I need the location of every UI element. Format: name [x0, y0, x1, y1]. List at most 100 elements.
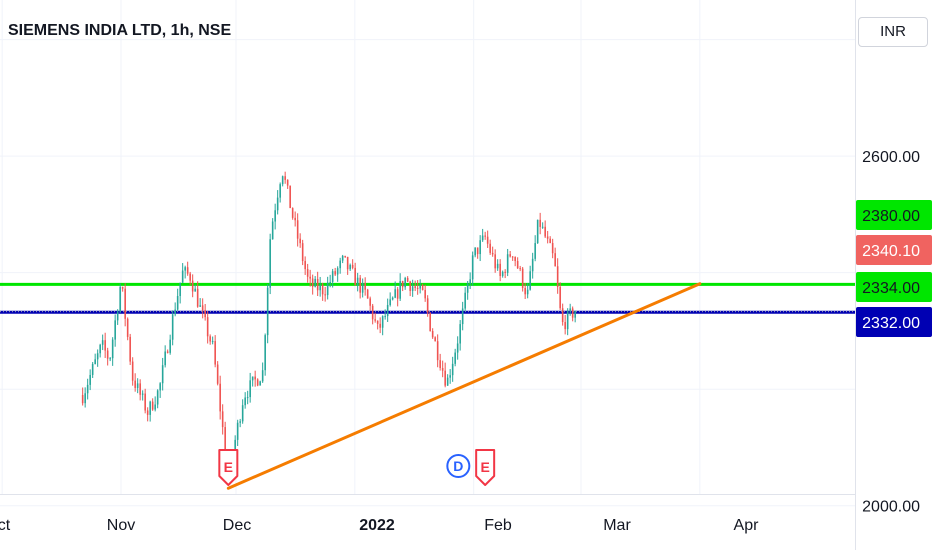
candle-body: [414, 286, 416, 288]
candle-body: [481, 235, 484, 241]
candle-body: [321, 284, 324, 295]
candle-body: [211, 341, 214, 343]
candle-body: [519, 268, 521, 270]
candle-body: [134, 380, 136, 388]
time-tick-label: Mar: [603, 517, 631, 534]
candle-body: [309, 276, 311, 279]
candle-body: [199, 305, 201, 307]
candle-body: [329, 281, 331, 283]
candle-body: [436, 341, 439, 361]
candle-body: [139, 383, 141, 395]
candle-body: [209, 336, 211, 342]
candle-body: [129, 336, 131, 362]
candle-body: [121, 286, 124, 289]
price-tick-label: 2600.00: [862, 149, 920, 166]
candle-body: [439, 360, 441, 369]
candle-body: [459, 324, 461, 344]
candle-body: [546, 236, 549, 239]
candle-body: [286, 179, 289, 186]
candle-body: [244, 397, 246, 406]
candle-body: [456, 343, 459, 353]
time-axis[interactable]: ct Nov Dec 2022 Feb Mar Apr: [0, 517, 759, 534]
price-tag[interactable]: [856, 235, 932, 265]
candle-body: [526, 289, 529, 295]
candle-body: [521, 268, 524, 288]
candle-body: [146, 410, 149, 415]
candle-body: [144, 393, 146, 411]
price-tag[interactable]: [856, 272, 932, 302]
candle-body: [384, 316, 386, 318]
candle-body: [249, 380, 251, 398]
trendline[interactable]: [226, 282, 702, 490]
earnings-marker[interactable]: [475, 449, 496, 486]
candle-body: [109, 358, 111, 360]
candle-body: [264, 335, 266, 371]
candle-body: [411, 286, 414, 291]
candle-body: [171, 314, 174, 340]
candle-body: [194, 288, 196, 292]
candle-body: [331, 271, 334, 282]
candles: [81, 171, 576, 478]
candle-body: [476, 247, 479, 255]
candle-body: [274, 210, 276, 222]
candle-body: [556, 266, 559, 287]
candle-body: [159, 383, 161, 391]
candle-body: [126, 318, 129, 337]
earnings-marker[interactable]: [218, 449, 239, 486]
candle-body: [86, 384, 89, 394]
candle-body: [151, 401, 154, 410]
candle-body: [306, 269, 309, 277]
candle-body: [544, 226, 546, 237]
candle-body: [474, 247, 476, 256]
candle-body: [301, 243, 304, 262]
candle-body: [341, 255, 344, 261]
trendline[interactable]: [226, 282, 702, 490]
candle-body: [114, 320, 116, 340]
candle-body: [541, 226, 544, 228]
price-tag-label: 2332.00: [862, 315, 920, 332]
candle-body: [101, 340, 104, 345]
candle-body: [534, 243, 536, 259]
candle-body: [284, 176, 286, 180]
candle-body: [349, 264, 351, 270]
candle-body: [369, 298, 371, 306]
candle-body: [564, 322, 566, 330]
candle-body: [504, 271, 506, 273]
candle-body: [271, 221, 274, 240]
candle-body: [149, 401, 151, 415]
candle-body: [106, 350, 109, 359]
candle-body: [136, 383, 139, 388]
candle-body: [366, 289, 369, 299]
candle-body: [506, 254, 509, 273]
price-tag[interactable]: [856, 307, 932, 337]
candle-body: [104, 340, 106, 351]
candle-body: [566, 310, 569, 330]
candle-body: [99, 344, 101, 354]
candle-body: [219, 383, 221, 412]
price-axis[interactable]: 2000.002600.002800.002380.002340.102334.…: [856, 33, 932, 516]
candle-body: [446, 377, 449, 386]
candle-body: [111, 339, 114, 359]
candle-body: [201, 305, 204, 311]
price-tag[interactable]: [856, 200, 932, 230]
currency-button[interactable]: INR: [858, 17, 928, 47]
candle-body: [224, 427, 226, 456]
candle-body: [241, 405, 244, 422]
candle-body: [141, 393, 144, 395]
time-tick-label: ct: [0, 517, 11, 534]
candle-body: [91, 364, 94, 375]
dividend-marker[interactable]: [446, 454, 471, 478]
candle-body: [256, 379, 259, 386]
candle-body: [574, 311, 576, 318]
candle-body: [161, 365, 164, 384]
candle-body: [431, 331, 434, 338]
candle-body: [251, 376, 254, 381]
candle-body: [336, 268, 339, 275]
candle-body: [409, 281, 411, 291]
candle-body: [291, 208, 294, 218]
candle-body: [269, 239, 271, 288]
candle-body: [514, 257, 516, 262]
candle-body: [124, 288, 126, 319]
